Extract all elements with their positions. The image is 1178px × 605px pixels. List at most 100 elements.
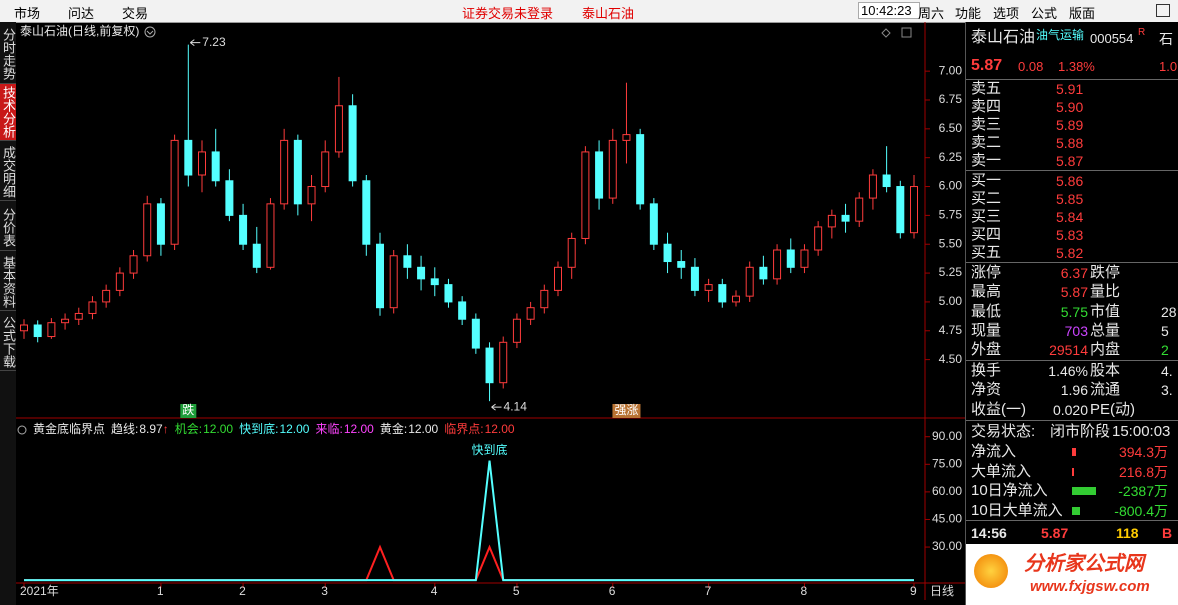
candle-body <box>841 214 850 222</box>
last-price: 5.87 <box>971 57 1003 74</box>
y-tick-label: 5.75 <box>939 208 963 222</box>
side-tabs: 分时走势 技术分析成交明细分价表基本资料公式下载 <box>0 22 16 605</box>
logo-url: www.fxjgsw.com <box>1030 578 1150 595</box>
cut-value: 1.0 <box>1159 59 1178 74</box>
signal-box <box>612 404 641 418</box>
side-tab[interactable]: 基本资料 <box>0 254 16 311</box>
candle-body <box>814 226 823 251</box>
notice-stock[interactable]: 泰山石油 <box>582 6 635 21</box>
tool-item[interactable]: 选项 <box>993 6 1020 21</box>
side-tab[interactable]: 分时走势 <box>0 25 16 84</box>
clock: 10:42:23 <box>858 2 920 19</box>
stat-value: 0.020 <box>1052 401 1088 418</box>
flow-bar <box>1072 467 1075 476</box>
legend-name: 黄金: <box>380 421 407 436</box>
y-tick-label: 90.00 <box>932 429 962 443</box>
signal-box <box>180 404 197 418</box>
x-tick-label: 3 <box>321 584 328 598</box>
tool-item[interactable]: 版面 <box>1069 6 1096 21</box>
stat-label: 最低 <box>971 302 1002 320</box>
stat-label: 净资 <box>971 381 1002 399</box>
y-tick-label: 30.00 <box>932 539 962 553</box>
candle-body <box>389 255 398 309</box>
legend-value: 12.00 <box>408 422 438 436</box>
indicator-icon <box>17 425 27 435</box>
stat-value: 5.87 <box>1060 284 1088 301</box>
stat-label: 换手 <box>971 362 1002 379</box>
side-tab[interactable]: 技术分析 <box>0 84 16 141</box>
legend-value: 8.97 <box>139 422 163 436</box>
x-tick-label: 7 <box>705 584 712 598</box>
side-tab[interactable]: 分价表 <box>0 204 16 251</box>
stat-label: 总量 <box>1090 321 1121 339</box>
stat-label: 流通 <box>1090 381 1121 399</box>
side-tab[interactable]: 成交明细 <box>0 144 16 201</box>
legend-value: 12.00 <box>279 422 309 436</box>
candle-body <box>198 151 206 176</box>
x-tick-label: 9 <box>910 584 917 598</box>
title-menu-icon <box>144 26 156 38</box>
login-notice[interactable]: 证券交易未登录 <box>462 6 554 21</box>
candle-body <box>143 203 152 257</box>
logo-icon <box>974 554 1008 588</box>
book-label: 卖二 <box>971 134 1002 151</box>
tool-item[interactable]: 功能 <box>955 6 982 21</box>
y-tick-label: 7.00 <box>939 63 963 77</box>
y-tick-label: 5.25 <box>939 265 963 279</box>
candle-body <box>458 301 467 320</box>
y-tick-label: 6.25 <box>939 150 963 164</box>
indicator-line <box>24 460 914 582</box>
window-button[interactable] <box>1156 4 1170 17</box>
stat-value: 2 <box>1161 342 1169 359</box>
top-bar: 市场 问达 交易 证券交易未登录 泰山石油 10:42:23 周六 功能 选项 公式 版面 <box>0 0 1178 23</box>
candle-body <box>636 134 645 205</box>
book-label: 买二 <box>971 190 1002 207</box>
candle-body <box>677 261 686 268</box>
candle-body <box>910 186 918 234</box>
candle-body <box>280 139 289 205</box>
book-label: 买四 <box>971 226 1002 243</box>
candle-body <box>773 249 782 280</box>
flow-time: 15:00:03 <box>1112 423 1171 440</box>
candle-body <box>211 151 220 182</box>
legend-value: 12.00 <box>344 422 374 436</box>
y-tick-label: 6.75 <box>939 92 963 106</box>
menu-item[interactable]: 交易 <box>122 6 149 21</box>
tool-item[interactable]: 公式 <box>1031 6 1058 21</box>
quote-panel: 泰山石油 油气运输 000554 R 石 5.87 0.08 1.38% 1.0 卖五 5.91 卖四… <box>965 22 1178 605</box>
candle-body <box>745 266 754 297</box>
book-label: 卖三 <box>971 116 1002 133</box>
candle-body <box>184 139 193 176</box>
separator <box>966 79 1178 80</box>
indicator-title: 黄金底临界点 <box>33 421 105 436</box>
legend-arrow: ↑ <box>163 422 169 436</box>
change: 0.08 <box>1018 59 1044 74</box>
extreme-arrow <box>190 39 201 47</box>
weekday: 周六 <box>918 6 945 21</box>
side-tab[interactable]: 公式下载 <box>0 314 16 371</box>
legend-name: 机会: <box>175 422 202 436</box>
y-tick-label: 4.75 <box>939 323 963 337</box>
y-tick-label: 6.50 <box>939 121 963 135</box>
candle-body <box>882 174 891 188</box>
book-label: 买五 <box>971 244 1002 261</box>
candle-body <box>732 295 740 303</box>
y-tick-label: 45.00 <box>932 512 962 526</box>
logo-name: 分析家公式网 <box>1024 553 1144 575</box>
signal-label: 跌 <box>182 402 194 417</box>
stat-value: 5.75 <box>1060 303 1088 320</box>
menu-item[interactable]: 问达 <box>68 6 95 21</box>
stat-value: 1.46% <box>1048 363 1088 379</box>
corner-icon <box>901 27 912 38</box>
legend-value: 12.00 <box>485 422 515 436</box>
book-label: 卖四 <box>971 98 1002 115</box>
menu-item[interactable]: 市场 <box>14 6 41 21</box>
stat-label: 外盘 <box>971 341 1002 359</box>
sector: 油气运输 <box>1036 28 1085 42</box>
candle-body <box>663 243 672 263</box>
x-tick-label: 4 <box>431 584 438 598</box>
flow-label: 10日大单流入 <box>971 501 1063 519</box>
separator <box>966 420 1178 421</box>
candle-body <box>649 203 658 245</box>
candle-body <box>47 322 56 338</box>
